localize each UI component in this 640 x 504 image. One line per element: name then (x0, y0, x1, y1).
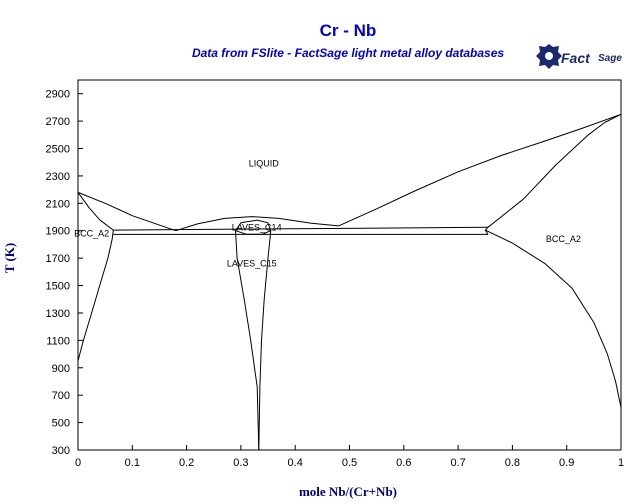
y-tick-label: 500 (52, 418, 70, 430)
x-tick-label: 0.5 (342, 457, 357, 469)
y-tick-label: 2500 (46, 144, 70, 156)
phase-boundary-line (77, 192, 114, 231)
phase-boundary-line (485, 229, 622, 408)
phase-boundary-line (487, 113, 622, 228)
chart-subtitle: Data from FSlite - FactSage light metal … (192, 46, 504, 60)
phase-boundary-line (235, 219, 272, 235)
phase-boundary-line (235, 230, 260, 451)
y-axis: 300 500 700 900 1100 1300 1500 1700 1900 2100 2300… (46, 89, 83, 457)
y-tick-label: 1900 (46, 226, 70, 238)
x-axis: 0 0.1 0.2 0.3 0.4 0.5 0.6 0.7 0.8 0.9 1 (75, 445, 624, 469)
x-tick-label: 0.2 (179, 457, 194, 469)
phase-boundary-line (258, 230, 272, 451)
phase-boundary-line (484, 226, 489, 235)
factsage-logo: Fact Sage (536, 44, 622, 69)
x-tick-label: 0.3 (233, 457, 248, 469)
y-tick-label: 1700 (46, 253, 70, 265)
x-tick-label: 1 (618, 457, 624, 469)
x-tick-label: 0.7 (450, 457, 465, 469)
phase-labels: LIQUID BCC_A2 LAVES_C14 LAVES_C15 BCC_A2 (74, 159, 581, 269)
phase-boundaries (77, 113, 622, 451)
y-tick-label: 1100 (46, 335, 70, 347)
y-tick-label: 2700 (46, 116, 70, 128)
phase-boundary-line (77, 230, 114, 362)
phase-label: BCC_A2 (546, 234, 581, 244)
chart-title: Cr - Nb (320, 21, 377, 40)
x-tick-label: 0.1 (125, 457, 140, 469)
y-tick-label: 1300 (46, 308, 70, 320)
y-tick-label: 2300 (46, 171, 70, 183)
y-tick-label: 2900 (46, 89, 70, 101)
y-tick-label: 700 (52, 390, 70, 402)
plot-area (77, 79, 622, 451)
svg-text:Sage: Sage (598, 53, 622, 64)
y-tick-label: 1500 (46, 281, 70, 293)
x-tick-label: 0.9 (559, 457, 574, 469)
phase-boundary-line (338, 113, 622, 227)
svg-text:Fact: Fact (561, 50, 591, 66)
y-axis-label: T (K) (2, 243, 17, 273)
x-tick-label: 0.4 (288, 457, 303, 469)
phase-label: LIQUID (249, 159, 280, 169)
x-tick-label: 0 (75, 457, 81, 469)
y-tick-label: 300 (52, 445, 70, 457)
phase-label: LAVES_C14 (232, 222, 282, 232)
x-tick-label: 0.8 (505, 457, 520, 469)
phase-boundary-line (77, 191, 176, 232)
phase-label: BCC_A2 (74, 228, 109, 238)
phase-boundary-line (113, 226, 489, 231)
y-tick-label: 900 (52, 363, 70, 375)
x-axis-label: mole Nb/(Cr+Nb) (299, 484, 397, 499)
y-tick-label: 2100 (46, 198, 70, 210)
logo-gear-icon (536, 44, 562, 69)
phase-boundary-line (175, 216, 339, 232)
x-tick-label: 0.6 (396, 457, 411, 469)
phase-label: LAVES_C15 (227, 259, 277, 269)
